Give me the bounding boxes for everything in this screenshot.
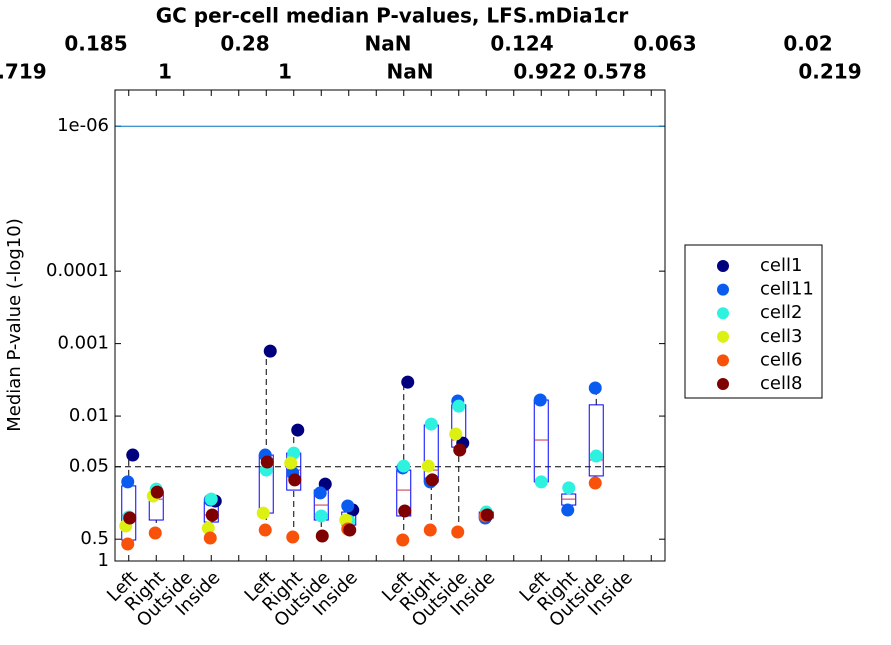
data-point [425, 473, 439, 487]
data-point [480, 508, 494, 522]
header-value: 0.02 [783, 32, 832, 56]
legend-label: cell2 [760, 302, 802, 323]
data-point [286, 530, 300, 544]
data-point [341, 499, 355, 513]
data-point [284, 456, 298, 470]
data-point [256, 506, 270, 520]
data-point [314, 509, 328, 523]
header-value: 0.063 [633, 32, 696, 56]
header-value: .719 [0, 60, 47, 84]
data-point [398, 504, 412, 518]
data-point [453, 443, 467, 457]
plot-area [115, 90, 665, 561]
data-point [263, 344, 277, 358]
y-tick-label: 1e-06 [57, 115, 109, 136]
data-point [423, 523, 437, 537]
data-point [205, 508, 219, 522]
data-point [397, 459, 411, 473]
data-point [424, 417, 438, 431]
data-point [258, 523, 272, 537]
data-point [452, 399, 466, 413]
y-tick-label: 0.001 [57, 333, 109, 354]
y-tick-label: 0.05 [69, 456, 109, 477]
legend-label: cell11 [760, 279, 814, 300]
data-point [449, 427, 463, 441]
header-value: 0.185 [64, 32, 127, 56]
data-point [534, 475, 548, 489]
data-point [126, 448, 140, 462]
header-value: NaN [365, 32, 412, 56]
y-axis-label: Median P-value (-log10) [4, 218, 25, 431]
header-value: 0.922 [513, 60, 576, 84]
data-point [260, 455, 274, 469]
data-point [313, 486, 327, 500]
legend-marker [717, 330, 729, 343]
data-point [121, 475, 135, 489]
header-value: NaN [387, 60, 434, 84]
data-point [401, 375, 415, 389]
box [588, 404, 604, 477]
data-point [588, 476, 602, 490]
header-value: 1 [158, 60, 172, 84]
legend-marker [717, 354, 729, 367]
legend-label: cell8 [760, 373, 802, 394]
legend-marker [717, 283, 729, 296]
data-point [121, 537, 135, 551]
header-value: 0.578 [583, 60, 646, 84]
legend-marker [717, 260, 729, 272]
data-point [201, 521, 215, 535]
legend-label: cell3 [760, 326, 802, 347]
data-point [451, 525, 465, 539]
data-point [533, 393, 547, 407]
data-point [148, 526, 162, 540]
header-value: 0.124 [490, 32, 553, 56]
legend-box [684, 244, 823, 399]
data-point [288, 473, 302, 487]
data-point [561, 503, 575, 517]
legend-label: cell6 [760, 349, 802, 370]
legend-marker [717, 307, 729, 320]
header-value: 1 [278, 60, 292, 84]
data-point [421, 459, 435, 473]
data-point [291, 423, 305, 437]
data-point [150, 485, 164, 499]
legend-label: cell1 [760, 255, 802, 276]
header-value: 0.219 [798, 60, 861, 84]
legend-marker [717, 378, 729, 390]
axes-frame [114, 89, 666, 562]
data-point [562, 481, 576, 495]
data-point [287, 446, 301, 460]
chart-title: GC per-cell median P-values, LFS.mDia1cr [156, 4, 629, 28]
y-tick-label: 1 [98, 550, 109, 571]
y-tick-label: 0.01 [69, 405, 109, 426]
data-point [588, 381, 602, 395]
data-point [343, 523, 357, 537]
y-tick-label: 0.5 [80, 528, 109, 549]
data-point [315, 529, 329, 543]
y-tick-label: 0.0001 [46, 260, 109, 281]
data-point [123, 511, 137, 525]
data-point [396, 533, 410, 547]
header-value: 0.28 [220, 32, 269, 56]
data-point [203, 531, 217, 545]
data-point [204, 492, 218, 506]
data-point [589, 449, 603, 463]
